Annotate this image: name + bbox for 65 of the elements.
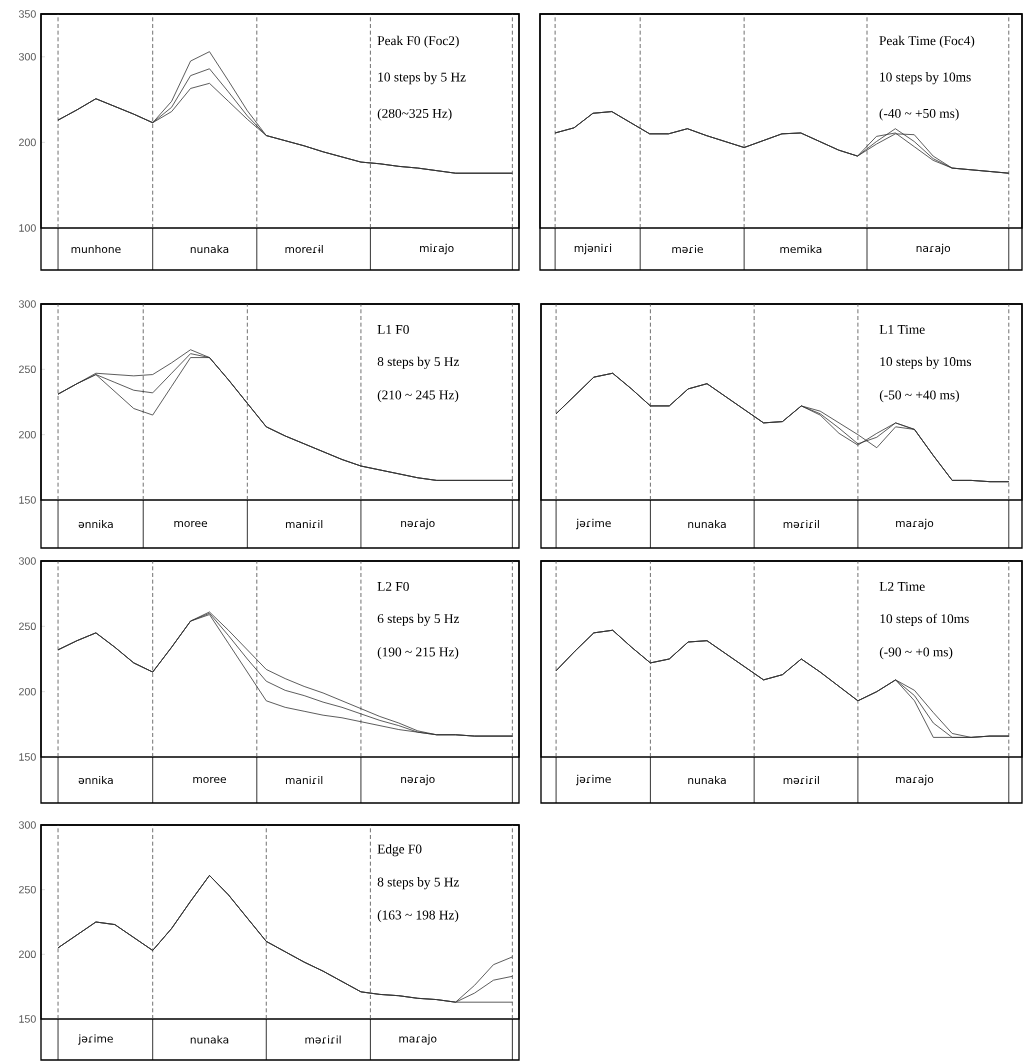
annotation: 8 steps by 5 Hz [377, 877, 460, 890]
annotation: (-50 ~ +40 ms) [879, 390, 959, 403]
annotation: (210 ~ 245 Hz) [377, 390, 459, 403]
x-tick-label: maɾajo [399, 1034, 437, 1045]
annotation: (-90 ~ +0 ms) [879, 647, 953, 660]
annotation: 10 steps by 10ms [880, 72, 971, 85]
y-tick-label: 300 [18, 821, 36, 829]
y-tick-label: 100 [19, 224, 36, 232]
x-tick-label: memika [780, 244, 822, 254]
x-tick-label: jəɾime [576, 774, 611, 786]
annotation: 10 steps by 5 Hz [378, 72, 466, 85]
annotation: Peak Time (Foc4) [879, 35, 975, 48]
annotation: Peak F0 (Foc2) [377, 35, 459, 48]
y-tick-label: 200 [19, 138, 36, 147]
annotation: (190 ~ 215 Hz) [377, 647, 459, 660]
y-tick-label: 300 [18, 557, 36, 565]
x-tick-label: mjəniɾi [574, 243, 612, 255]
y-tick-label: 200 [19, 950, 36, 959]
annotation: L2 Time [879, 582, 925, 591]
annotation: (-40 ~ +50 ms) [879, 108, 959, 121]
y-tick-label: 300 [18, 53, 36, 61]
x-tick-label: maniɾil [285, 519, 323, 529]
x-tick-label: məɾiɾil [783, 519, 819, 529]
annotation: 8 steps by 5 Hz [377, 356, 460, 369]
x-tick-label: jəɾime [78, 1034, 113, 1045]
y-tick-label: 200 [19, 430, 36, 439]
x-tick-label: ənnika [78, 519, 113, 529]
x-tick-label: moree [193, 776, 227, 784]
x-tick-label: məɾiɾil [783, 775, 819, 785]
y-tick-label: 150 [19, 496, 36, 504]
y-tick-label: 150 [19, 753, 36, 761]
x-tick-label: maniɾil [285, 775, 323, 785]
y-tick-label: 250 [19, 365, 36, 374]
annotation: L1 F0 [377, 324, 409, 334]
annotation: (280~325 Hz) [377, 108, 452, 121]
annotation: 10 steps by 10ms [880, 356, 972, 369]
x-tick-label: nunaka [688, 775, 726, 785]
x-tick-label: moreɾɨl [285, 244, 323, 254]
x-tick-label: ənnika [78, 775, 113, 785]
x-tick-label: nunaka [190, 244, 229, 254]
y-tick-label: 250 [19, 885, 36, 894]
x-tick-label: maɾajo [896, 518, 934, 530]
x-tick-label: munhone [71, 244, 121, 254]
annotation: L1 Time [879, 325, 925, 334]
y-tick-label: 150 [19, 1015, 36, 1023]
x-tick-label: naɾajo [916, 243, 951, 255]
y-tick-label: 200 [19, 687, 36, 696]
annotation: 10 steps of 10ms [880, 613, 969, 626]
x-tick-label: məɾiɾil [305, 1035, 341, 1044]
annotation: L2 F0 [377, 581, 409, 591]
x-tick-label: maɾajo [896, 774, 934, 786]
x-tick-label: miɾajo [420, 243, 454, 255]
y-tick-label: 350 [18, 10, 36, 18]
annotation: Edge F0 [377, 844, 422, 857]
y-tick-label: 300 [18, 300, 36, 308]
x-tick-label: nunaka [190, 1035, 229, 1044]
x-tick-label: məɾie [672, 244, 703, 254]
y-tick-label: 250 [19, 622, 36, 631]
x-tick-label: nəɾajo [401, 774, 435, 786]
x-tick-label: nunaka [688, 519, 726, 529]
x-tick-label: moree [174, 520, 208, 528]
x-tick-label: jəɾime [576, 518, 611, 530]
annotation: (163 ~ 198 Hz) [377, 910, 459, 923]
x-tick-label: nəɾajo [401, 518, 435, 530]
annotation: 6 steps by 5 Hz [377, 613, 460, 626]
